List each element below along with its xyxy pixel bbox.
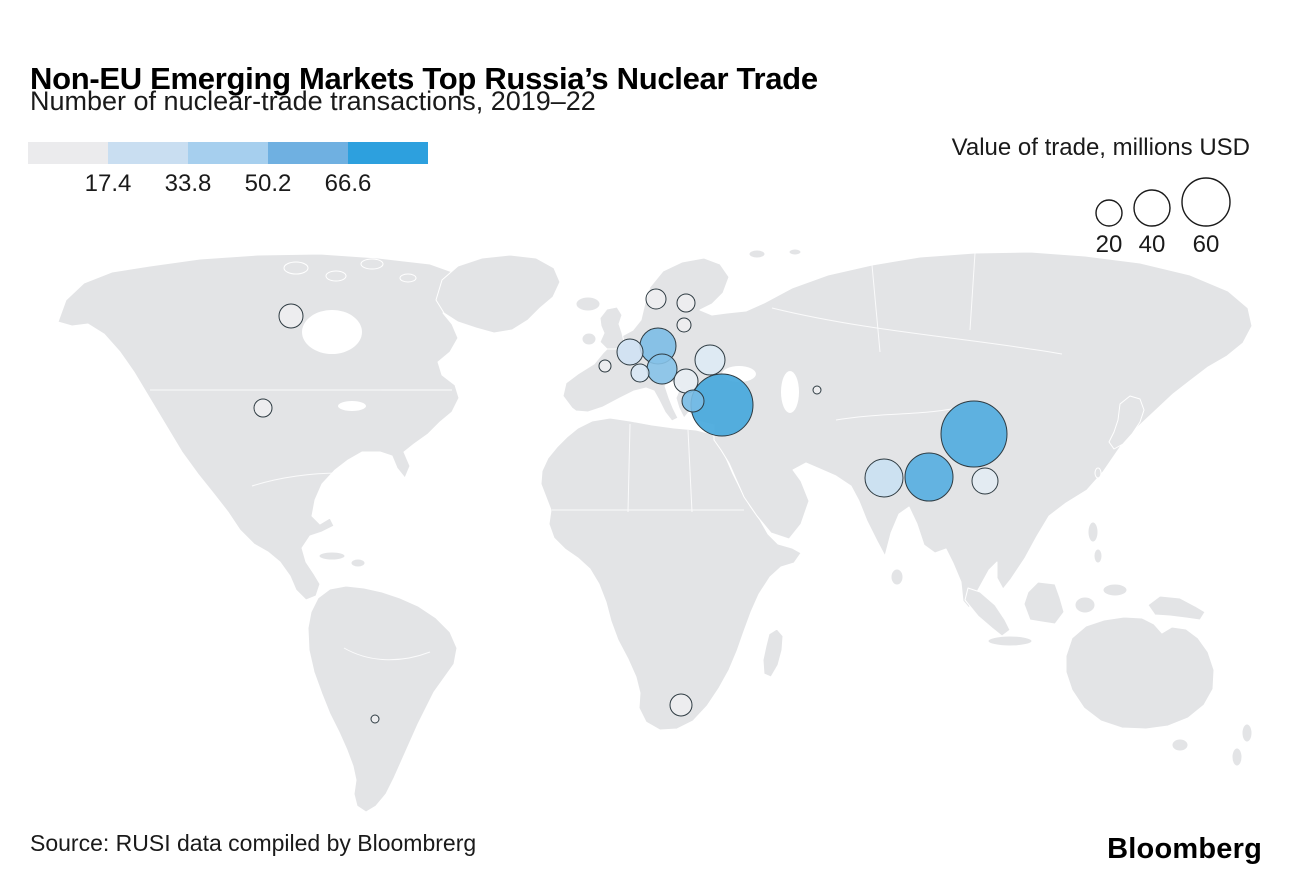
trade-bubble-laos-vietnam	[971, 467, 999, 495]
great-lakes	[338, 401, 366, 411]
caspian-sea	[781, 371, 799, 413]
trade-bubble-spain	[598, 359, 612, 373]
landmass-iceland	[575, 296, 601, 312]
landmass-sri-lanka	[890, 568, 904, 586]
trade-bubble-uzbekistan	[812, 385, 822, 395]
trade-bubble-india	[864, 458, 904, 498]
trade-bubble-canada	[278, 303, 304, 329]
landmass-franz-josef	[788, 248, 802, 256]
landmass-arctic-island-4	[399, 273, 417, 283]
trade-bubble-switzerland	[630, 363, 650, 383]
landmass-cuba	[318, 551, 346, 561]
landmass-svalbard	[748, 249, 766, 259]
trade-bubble-china	[940, 400, 1008, 468]
landmass-north-america	[57, 253, 467, 601]
trade-bubble-south-africa	[669, 693, 693, 717]
landmass-arctic-island-2	[325, 270, 347, 282]
trade-bubble-balkans	[673, 368, 699, 394]
trade-bubble-italy	[681, 389, 705, 413]
trade-bubble-finland	[676, 293, 696, 313]
color-ramp	[28, 142, 428, 164]
landmass-south-america	[307, 585, 458, 813]
size-legend-label: 40	[1139, 231, 1166, 258]
landmass-eurasia	[562, 251, 1253, 609]
page-title: Non-EU Emerging Markets Top Russia’s Nuc…	[30, 60, 818, 96]
size-legend: 20 40 60	[1095, 177, 1231, 258]
landmass-tasmania	[1171, 738, 1189, 752]
landmass-new-zealand-north	[1241, 723, 1253, 743]
color-ramp-segment	[348, 142, 428, 164]
color-ramp-segment	[108, 142, 188, 164]
landmass-sumatra	[964, 587, 1011, 637]
landmass-philippines-south	[1093, 548, 1103, 564]
size-legend-circle	[1181, 177, 1231, 227]
color-ramp-segment	[28, 142, 108, 164]
trade-bubble-romania-ukraine	[694, 344, 726, 376]
color-ramp-ticks: 17.4 33.8 50.2 66.6	[28, 170, 448, 202]
landmass-sulawesi	[1074, 596, 1096, 614]
landmass-borneo	[1023, 581, 1065, 625]
trade-bubble-france	[616, 338, 644, 366]
page-subtitle: Number of nuclear-trade transactions, 20…	[30, 86, 596, 116]
trade-bubble-argentina	[370, 714, 380, 724]
landmass-maluku	[1102, 583, 1128, 597]
color-ramp-tick: 17.4	[84, 170, 132, 197]
bloomberg-logo: Bloomberg	[1107, 833, 1262, 865]
landmass-new-zealand-south	[1231, 747, 1243, 767]
landmass-java	[987, 635, 1033, 647]
trade-bubble-central-europe	[646, 353, 678, 385]
landmass-new-guinea	[1147, 595, 1206, 621]
landmass-ireland	[581, 332, 597, 346]
hudson-bay	[302, 310, 362, 354]
trade-bubble-bangladesh	[904, 452, 954, 502]
landmass-japan	[1108, 395, 1145, 450]
landmass-taiwan	[1094, 467, 1102, 479]
color-ramp-segment	[268, 142, 348, 164]
landmass-greenland	[435, 254, 561, 334]
trade-bubbles-layer	[253, 288, 1008, 724]
landmass-philippines-north	[1087, 521, 1099, 543]
landmass-madagascar	[762, 628, 784, 678]
landmass-hispaniola	[350, 558, 366, 568]
trade-bubble-united-states	[253, 398, 273, 418]
landmass-australia	[1065, 616, 1215, 730]
inland-seas	[302, 310, 799, 413]
color-ramp-segment	[188, 142, 268, 164]
size-legend-circle	[1133, 189, 1171, 227]
color-ramp-tick: 33.8	[164, 170, 212, 197]
color-ramp-tick: 66.6	[324, 170, 372, 197]
color-ramp-tick: 50.2	[244, 170, 292, 197]
size-legend-circle	[1095, 199, 1123, 227]
country-border-hints	[150, 252, 1063, 661]
size-legend-title: Value of trade, millions USD	[951, 134, 1250, 161]
trade-bubble-baltic	[676, 317, 692, 333]
landmasses	[57, 248, 1253, 813]
landmass-arctic-island-3	[360, 258, 384, 270]
size-legend-label: 20	[1096, 231, 1123, 258]
trade-bubble-norway	[645, 288, 667, 310]
landmass-arctic-island-1	[283, 261, 309, 275]
size-legend-label: 60	[1193, 231, 1220, 258]
source-text: Source: RUSI data compiled by Bloombrerg	[30, 830, 477, 856]
